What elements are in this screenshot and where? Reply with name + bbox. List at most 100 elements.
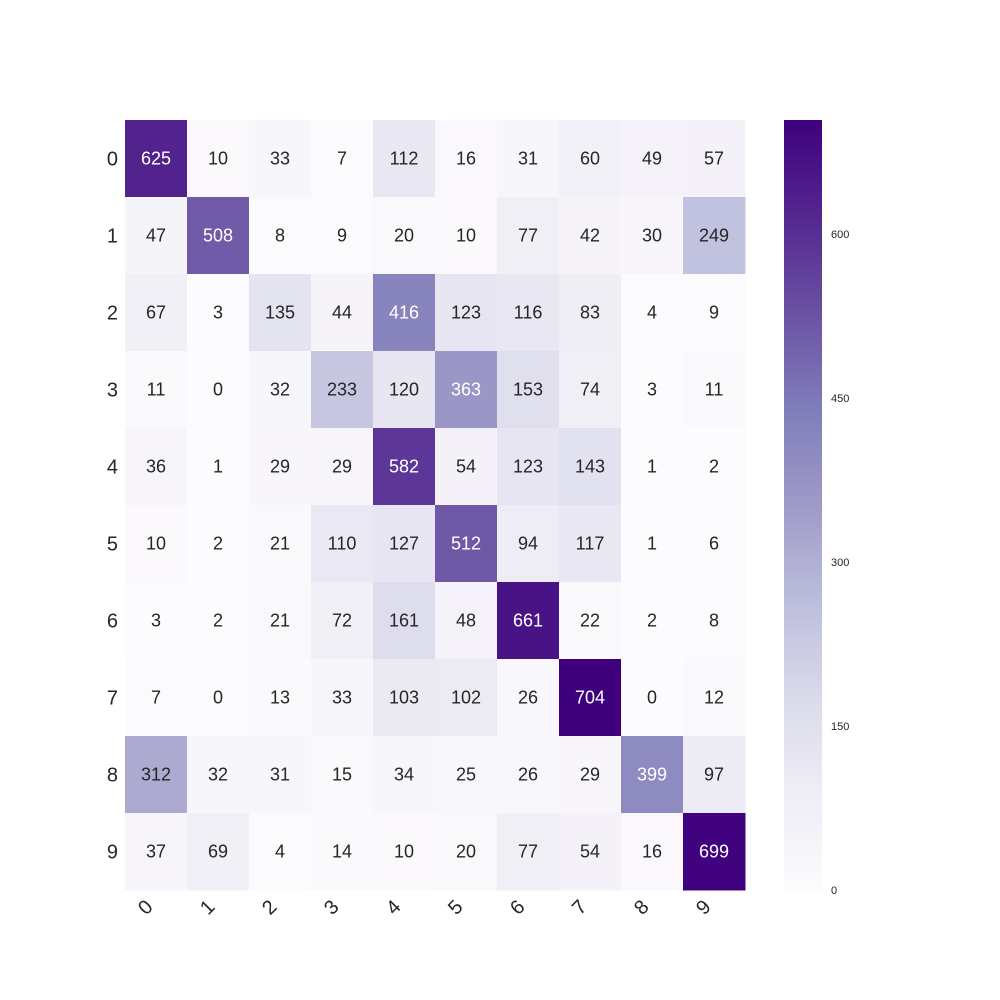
heatmap-cell bbox=[435, 274, 498, 352]
heatmap-cell bbox=[435, 120, 498, 198]
cell-value-label: 123 bbox=[513, 457, 543, 477]
heatmap-cell bbox=[497, 659, 560, 737]
cell-value-label: 117 bbox=[576, 534, 605, 554]
heatmap-cell bbox=[683, 274, 746, 352]
cell-value-label: 77 bbox=[518, 842, 538, 862]
heatmap-cell bbox=[373, 351, 436, 429]
heatmap-cell bbox=[125, 351, 188, 429]
heatmap-cell bbox=[125, 582, 188, 660]
cell-value-label: 4 bbox=[275, 842, 285, 862]
cell-value-label: 21 bbox=[270, 611, 290, 631]
heatmap-cell bbox=[125, 274, 188, 352]
heatmap-cell bbox=[125, 120, 188, 198]
heatmap-cell bbox=[373, 505, 436, 583]
cell-value-label: 21 bbox=[270, 534, 290, 554]
heatmap-cell bbox=[187, 813, 250, 891]
heatmap-cell bbox=[683, 659, 746, 737]
cell-value-label: 31 bbox=[518, 149, 538, 169]
heatmap-cell bbox=[187, 351, 250, 429]
cell-value-label: 57 bbox=[704, 149, 724, 169]
heatmap-cell bbox=[621, 197, 684, 275]
x-tick-labels: 0 1 2 3 4 5 6 7 8 9 bbox=[134, 896, 715, 919]
heatmap-cell bbox=[373, 274, 436, 352]
heatmap-cell bbox=[621, 582, 684, 660]
cell-value-label: 112 bbox=[390, 149, 419, 169]
heatmap-cell bbox=[249, 428, 312, 506]
heatmap-cell bbox=[683, 197, 746, 275]
x-tick-label: 7 bbox=[568, 896, 591, 919]
heatmap-cell bbox=[435, 428, 498, 506]
heatmap-cell bbox=[683, 428, 746, 506]
heatmap-cell bbox=[497, 197, 560, 275]
heatmap-cell bbox=[373, 120, 436, 198]
cell-value-label: 54 bbox=[580, 842, 600, 862]
cell-value-label: 0 bbox=[213, 380, 223, 400]
cell-value-label: 94 bbox=[518, 534, 538, 554]
cell-value-label: 1 bbox=[647, 457, 657, 477]
heatmap-cell bbox=[683, 582, 746, 660]
cell-value-label: 54 bbox=[456, 457, 476, 477]
heatmap-cell bbox=[497, 736, 560, 814]
heatmap-cell bbox=[187, 505, 250, 583]
colorbar-tick-label: 300 bbox=[831, 557, 849, 569]
heatmap-cell bbox=[497, 120, 560, 198]
y-tick-label: 2 bbox=[107, 303, 118, 325]
cell-value-label: 77 bbox=[518, 226, 538, 246]
heatmap-cell bbox=[435, 197, 498, 275]
cell-value-label: 29 bbox=[332, 457, 352, 477]
cell-value-label: 2 bbox=[213, 611, 223, 631]
cell-value-label: 29 bbox=[270, 457, 290, 477]
cell-value-label: 83 bbox=[580, 303, 600, 323]
y-tick-labels: 0 1 2 3 4 5 6 7 8 9 bbox=[107, 149, 118, 864]
heatmap-cell bbox=[373, 428, 436, 506]
cell-value-label: 69 bbox=[208, 842, 228, 862]
cell-value-label: 123 bbox=[451, 303, 481, 323]
colorbar-tick-label: 600 bbox=[831, 229, 849, 241]
heatmap-cell bbox=[621, 736, 684, 814]
heatmap-cell bbox=[559, 813, 622, 891]
cell-value-label: 416 bbox=[389, 303, 419, 323]
colorbar-gradient bbox=[784, 120, 822, 890]
heatmap-cell bbox=[249, 659, 312, 737]
cell-value-label: 363 bbox=[451, 380, 481, 400]
cell-value-label: 8 bbox=[709, 611, 719, 631]
cell-value-label: 512 bbox=[451, 534, 481, 554]
heatmap-cell bbox=[621, 813, 684, 891]
heatmap-cell bbox=[683, 736, 746, 814]
heatmap-cell bbox=[311, 428, 374, 506]
heatmap-cell bbox=[249, 582, 312, 660]
cell-value-label: 20 bbox=[456, 842, 476, 862]
cell-value-label: 33 bbox=[332, 688, 352, 708]
heatmap-cell bbox=[373, 813, 436, 891]
heatmap-cell bbox=[373, 659, 436, 737]
cell-value-label: 14 bbox=[332, 842, 352, 862]
y-tick-label: 5 bbox=[107, 534, 118, 556]
cell-value-label: 7 bbox=[337, 149, 347, 169]
cell-value-label: 10 bbox=[394, 842, 414, 862]
x-tick-label: 5 bbox=[444, 896, 467, 919]
heatmap-cell bbox=[249, 505, 312, 583]
cell-value-label: 704 bbox=[575, 688, 605, 708]
heatmap-cell bbox=[497, 428, 560, 506]
cell-value-label: 3 bbox=[213, 303, 223, 323]
cell-value-label: 48 bbox=[456, 611, 476, 631]
heatmap-cell bbox=[249, 736, 312, 814]
heatmap-cell bbox=[311, 736, 374, 814]
cell-value-label: 31 bbox=[270, 765, 290, 785]
cell-value-label: 508 bbox=[203, 226, 233, 246]
cell-value-label: 2 bbox=[647, 611, 657, 631]
cell-value-label: 49 bbox=[642, 149, 662, 169]
y-tick-label: 8 bbox=[107, 765, 118, 787]
cell-value-label: 135 bbox=[265, 303, 295, 323]
cell-value-label: 10 bbox=[146, 534, 166, 554]
cell-value-label: 36 bbox=[146, 457, 166, 477]
heatmap-cell bbox=[249, 197, 312, 275]
cell-value-label: 11 bbox=[147, 380, 166, 400]
heatmap-cell bbox=[435, 505, 498, 583]
cell-value-label: 16 bbox=[456, 149, 476, 169]
y-tick-label: 1 bbox=[107, 226, 118, 248]
heatmap-cell bbox=[621, 505, 684, 583]
cell-value-label: 2 bbox=[709, 457, 719, 477]
cell-value-label: 44 bbox=[332, 303, 352, 323]
